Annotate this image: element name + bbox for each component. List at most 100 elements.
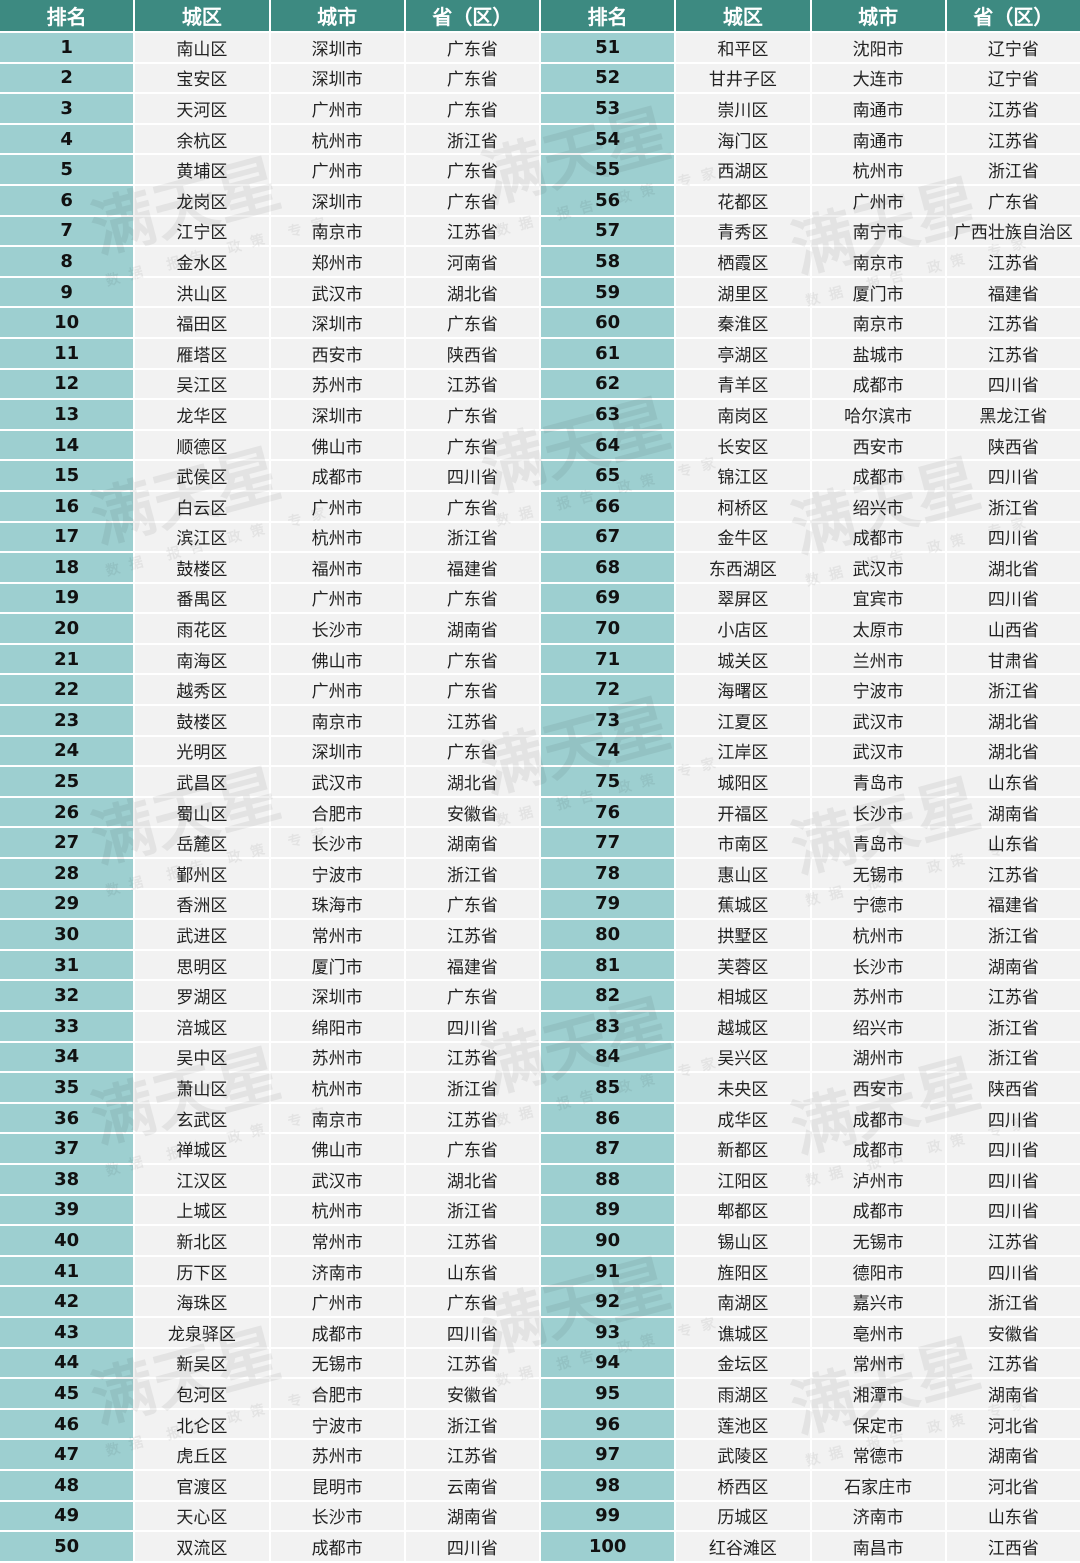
- column-header-rank: 排名: [541, 0, 675, 31]
- district-cell: 龙华区: [135, 400, 269, 429]
- district-cell: 海曙区: [676, 675, 810, 705]
- rank-cell: 88: [541, 1164, 675, 1194]
- province-cell: 湖南省: [946, 1440, 1080, 1469]
- province-cell: 江苏省: [946, 859, 1080, 888]
- rank-cell: 8: [0, 247, 134, 276]
- rank-cell: 44: [0, 1348, 134, 1378]
- city-cell: 深圳市: [270, 308, 404, 337]
- column-header-district: 城区: [676, 0, 810, 31]
- column-header-rank: 排名: [0, 0, 134, 31]
- province-cell: 广东省: [405, 1134, 539, 1163]
- district-cell: 青秀区: [676, 216, 810, 246]
- rank-cell: 74: [541, 736, 675, 766]
- province-cell: 湖北省: [405, 1164, 539, 1194]
- city-cell: 南宁市: [811, 216, 945, 246]
- district-cell: 江阳区: [676, 1164, 810, 1194]
- province-cell: 安徽省: [946, 1317, 1080, 1347]
- district-cell: 和平区: [676, 33, 810, 62]
- city-cell: 宜宾市: [811, 583, 945, 613]
- district-cell: 栖霞区: [676, 247, 810, 276]
- rank-cell: 28: [0, 859, 134, 888]
- province-cell: 浙江省: [946, 155, 1080, 184]
- rank-cell: 95: [541, 1379, 675, 1408]
- city-cell: 大连市: [811, 63, 945, 93]
- city-cell: 深圳市: [270, 33, 404, 62]
- province-cell: 江苏省: [946, 247, 1080, 276]
- city-cell: 广州市: [270, 583, 404, 613]
- city-cell: 西安市: [811, 430, 945, 460]
- rank-cell: 81: [541, 950, 675, 980]
- district-cell: 玄武区: [135, 1103, 269, 1133]
- rank-cell: 90: [541, 1226, 675, 1255]
- district-cell: 鄞州区: [135, 859, 269, 888]
- province-cell: 江苏省: [405, 1348, 539, 1378]
- city-cell: 成都市: [270, 1317, 404, 1347]
- district-cell: 武陵区: [676, 1440, 810, 1469]
- rank-cell: 34: [0, 1042, 134, 1072]
- district-cell: 郫都区: [676, 1195, 810, 1225]
- rank-cell: 11: [0, 338, 134, 368]
- city-cell: 石家庄市: [811, 1470, 945, 1500]
- province-cell: 江苏省: [405, 1226, 539, 1255]
- city-cell: 佛山市: [270, 1134, 404, 1163]
- city-cell: 长沙市: [270, 1501, 404, 1531]
- city-cell: 广州市: [270, 491, 404, 521]
- rank-cell: 37: [0, 1134, 134, 1163]
- district-cell: 顺德区: [135, 430, 269, 460]
- rank-cell: 79: [541, 889, 675, 919]
- rank-cell: 57: [541, 216, 675, 246]
- city-cell: 成都市: [811, 1134, 945, 1163]
- city-cell: 成都市: [811, 1195, 945, 1225]
- district-cell: 岳麓区: [135, 828, 269, 858]
- rank-cell: 42: [0, 1287, 134, 1316]
- city-cell: 盐城市: [811, 338, 945, 368]
- city-cell: 宁波市: [270, 1409, 404, 1439]
- province-cell: 河北省: [946, 1470, 1080, 1500]
- city-cell: 常州市: [811, 1348, 945, 1378]
- city-cell: 广州市: [270, 155, 404, 184]
- district-cell: 未央区: [676, 1073, 810, 1102]
- city-cell: 郑州市: [270, 247, 404, 276]
- city-cell: 厦门市: [270, 950, 404, 980]
- city-cell: 武汉市: [811, 553, 945, 582]
- rank-cell: 100: [541, 1532, 675, 1561]
- province-cell: 湖北省: [946, 736, 1080, 766]
- district-cell: 雁塔区: [135, 338, 269, 368]
- rank-cell: 85: [541, 1073, 675, 1102]
- province-cell: 湖南省: [946, 797, 1080, 827]
- district-cell: 甘井子区: [676, 63, 810, 93]
- rank-cell: 20: [0, 614, 134, 643]
- rank-cell: 7: [0, 216, 134, 246]
- district-cell: 金坛区: [676, 1348, 810, 1378]
- rank-cell: 12: [0, 369, 134, 399]
- column-header-province: 省（区）: [946, 0, 1080, 31]
- province-cell: 湖北省: [946, 553, 1080, 582]
- district-cell: 吴兴区: [676, 1042, 810, 1072]
- province-cell: 四川省: [946, 583, 1080, 613]
- rank-cell: 27: [0, 828, 134, 858]
- rank-cell: 98: [541, 1470, 675, 1500]
- province-cell: 福建省: [946, 277, 1080, 307]
- province-cell: 广东省: [405, 491, 539, 521]
- district-cell: 香洲区: [135, 889, 269, 919]
- city-cell: 绍兴市: [811, 1012, 945, 1041]
- rank-cell: 67: [541, 522, 675, 552]
- province-cell: 湖北省: [405, 277, 539, 307]
- district-cell: 光明区: [135, 736, 269, 766]
- district-cell: 锡山区: [676, 1226, 810, 1255]
- city-cell: 南通市: [811, 94, 945, 123]
- city-cell: 常州市: [270, 1226, 404, 1255]
- province-cell: 广东省: [405, 94, 539, 123]
- rank-cell: 64: [541, 430, 675, 460]
- rank-cell: 93: [541, 1317, 675, 1347]
- district-cell: 城阳区: [676, 767, 810, 796]
- rank-cell: 26: [0, 797, 134, 827]
- province-cell: 四川省: [946, 1195, 1080, 1225]
- city-cell: 苏州市: [270, 1440, 404, 1469]
- district-cell: 武昌区: [135, 767, 269, 796]
- province-cell: 浙江省: [946, 920, 1080, 949]
- city-cell: 成都市: [811, 1103, 945, 1133]
- province-cell: 江苏省: [946, 338, 1080, 368]
- city-cell: 湖州市: [811, 1042, 945, 1072]
